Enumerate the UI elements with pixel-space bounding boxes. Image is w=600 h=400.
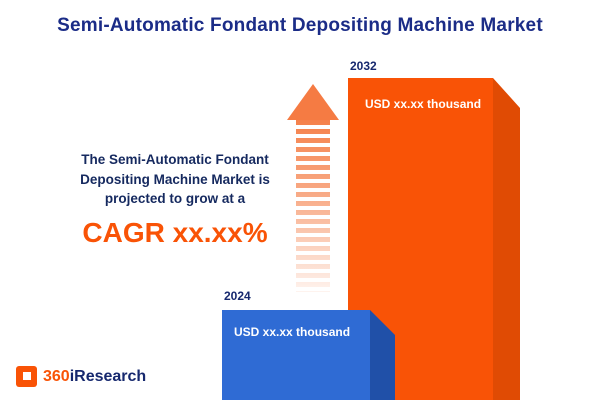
bar-2032-side-face bbox=[493, 78, 520, 400]
cagr-value: CAGR xx.xx% bbox=[82, 216, 268, 248]
brand-logo-text-iresearch: iResearch bbox=[69, 367, 147, 385]
brand-logo-icon bbox=[16, 366, 37, 387]
brand-logo-text-360: 360 bbox=[43, 367, 70, 385]
bar-2024-value-label: USD xx.xx thousand bbox=[234, 325, 351, 339]
growth-arrow-fade bbox=[294, 120, 332, 294]
bar-2024-year-label: 2024 bbox=[224, 289, 251, 303]
description-block: The Semi-Automatic Fondant Depositing Ma… bbox=[38, 150, 312, 249]
description-line-1: The Semi-Automatic Fondant bbox=[81, 152, 269, 167]
bar-2032-year-label: 2032 bbox=[350, 59, 377, 73]
brand-logo: 360iResearch bbox=[16, 366, 146, 387]
page-title: Semi-Automatic Fondant Depositing Machin… bbox=[57, 15, 543, 36]
bar-2024 bbox=[222, 310, 370, 400]
description-line-3: projected to grow at a bbox=[104, 191, 246, 207]
bar-2032-value-label: USD xx.xx thousand bbox=[365, 97, 482, 111]
description-line-2: Depositing Machine Market is bbox=[80, 171, 270, 187]
brand-logo-text: 360iResearch bbox=[43, 368, 146, 386]
growth-arrow-head bbox=[287, 84, 339, 120]
